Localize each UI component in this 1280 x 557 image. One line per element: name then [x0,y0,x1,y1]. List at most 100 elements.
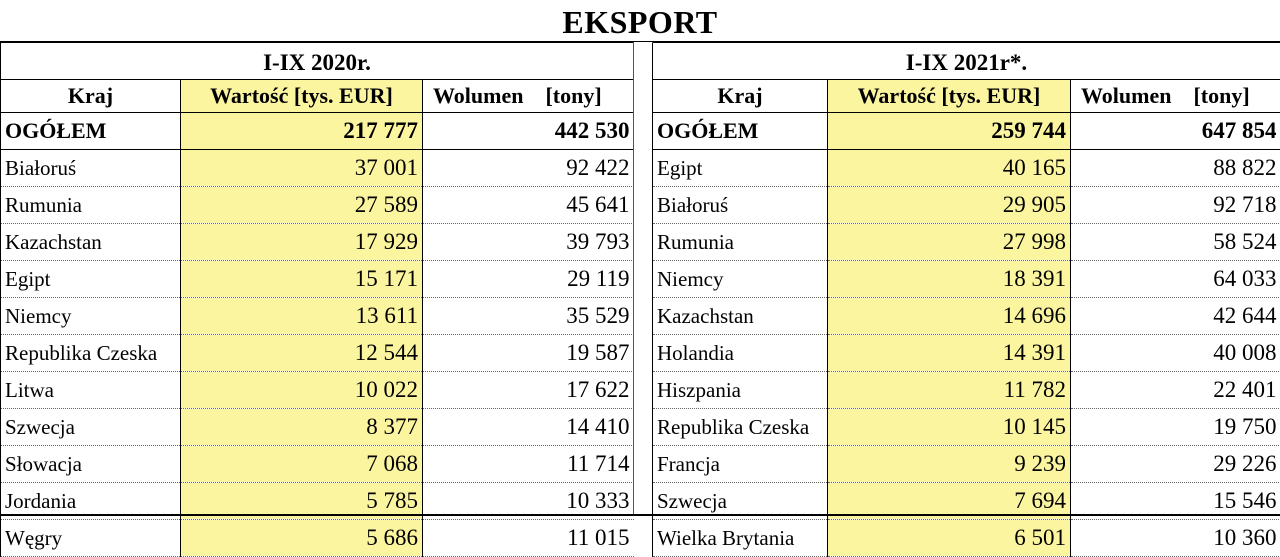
volume-cell: 39 793 [423,224,634,261]
volume-cell: 58 524 [1071,224,1280,261]
value-cell: 29 905 [828,187,1071,224]
country-cell: Kazachstan [1,224,181,261]
volume-cell: 92 718 [1071,187,1280,224]
total-value: 259 744 [828,113,1071,150]
header-volume-unit: [tony] [1193,83,1249,108]
country-cell: Węgry [1,520,181,557]
value-cell: 12 544 [181,335,423,372]
page-title: EKSPORT [0,0,1280,42]
volume-cell: 22 401 [1071,372,1280,409]
volume-cell: 19 750 [1071,409,1280,446]
country-cell: Białoruś [653,187,828,224]
header-value: Wartość [tys. EUR] [181,80,423,113]
data-table-2020: Kraj Wartość [tys. EUR] Wolumen [tony] OG… [0,80,634,557]
value-cell: 10 022 [181,372,423,409]
total-row: OGÓŁEM 259 744 647 854 [653,113,1280,150]
value-cell: 11 782 [828,372,1071,409]
volume-cell: 11 015 [423,520,634,557]
total-volume: 442 530 [423,113,634,150]
country-cell: Egipt [653,150,828,187]
country-cell: Szwecja [1,409,181,446]
volume-cell: 92 422 [423,150,634,187]
volume-cell: 17 622 [423,372,634,409]
value-cell: 14 391 [828,335,1071,372]
value-cell: 14 696 [828,298,1071,335]
value-cell: 18 391 [828,261,1071,298]
country-cell: Niemcy [653,261,828,298]
value-cell: 6 501 [828,520,1071,557]
data-table-2021: Kraj Wartość [tys. EUR] Wolumen [tony] OG… [652,80,1280,557]
table-separator [633,42,653,514]
country-cell: Słowacja [1,446,181,483]
country-cell: Francja [653,446,828,483]
header-country: Kraj [653,80,828,113]
volume-cell: 64 033 [1071,261,1280,298]
country-cell: Wielka Brytania [653,520,828,557]
header-volume: Wolumen [tony] [1071,80,1280,113]
country-cell: Białoruś [1,150,181,187]
period-heading-2020: I-IX 2020r. [0,43,633,80]
total-value: 217 777 [181,113,423,150]
volume-cell: 35 529 [423,298,634,335]
country-cell: Egipt [1,261,181,298]
country-cell: Rumunia [653,224,828,261]
header-volume: Wolumen [tony] [423,80,634,113]
header-row: Kraj Wartość [tys. EUR] Wolumen [tony] [1,80,634,113]
value-cell: 10 145 [828,409,1071,446]
total-label: OGÓŁEM [653,113,828,150]
country-cell: Holandia [653,335,828,372]
value-cell: 37 001 [181,150,423,187]
value-cell: 9 239 [828,446,1071,483]
value-cell: 15 171 [181,261,423,298]
country-cell: Kazachstan [653,298,828,335]
header-value: Wartość [tys. EUR] [828,80,1071,113]
table-2020: I-IX 2020r. Kraj Wartość [tys. EUR] Wolu… [0,43,633,557]
export-table-page: EKSPORT I-IX 2020r. Kraj Wartość [tys. E… [0,0,1280,522]
value-cell: 40 165 [828,150,1071,187]
table-2021: I-IX 2021r*. Kraj Wartość [tys. EUR] Wol… [652,43,1280,557]
header-country: Kraj [1,80,181,113]
total-volume: 647 854 [1071,113,1280,150]
total-label: OGÓŁEM [1,113,181,150]
value-cell: 27 998 [828,224,1071,261]
header-volume-label: Wolumen [433,83,523,108]
value-cell: 5 686 [181,520,423,557]
volume-cell: 14 410 [423,409,634,446]
volume-cell: 29 226 [1071,446,1280,483]
header-row: Kraj Wartość [tys. EUR] Wolumen [tony] [653,80,1280,113]
volume-cell: 42 644 [1071,298,1280,335]
volume-cell: 19 587 [423,335,634,372]
total-row: OGÓŁEM 217 777 442 530 [1,113,634,150]
volume-cell: 40 008 [1071,335,1280,372]
value-cell: 17 929 [181,224,423,261]
volume-cell: 45 641 [423,187,634,224]
country-cell: Republika Czeska [1,335,181,372]
country-cell: Hiszpania [653,372,828,409]
volume-cell: 29 119 [423,261,634,298]
period-heading-2021: I-IX 2021r*. [652,43,1280,80]
header-volume-label: Wolumen [1081,83,1171,108]
header-volume-unit: [tony] [545,83,601,108]
value-cell: 27 589 [181,187,423,224]
value-cell: 8 377 [181,409,423,446]
country-cell: Rumunia [1,187,181,224]
